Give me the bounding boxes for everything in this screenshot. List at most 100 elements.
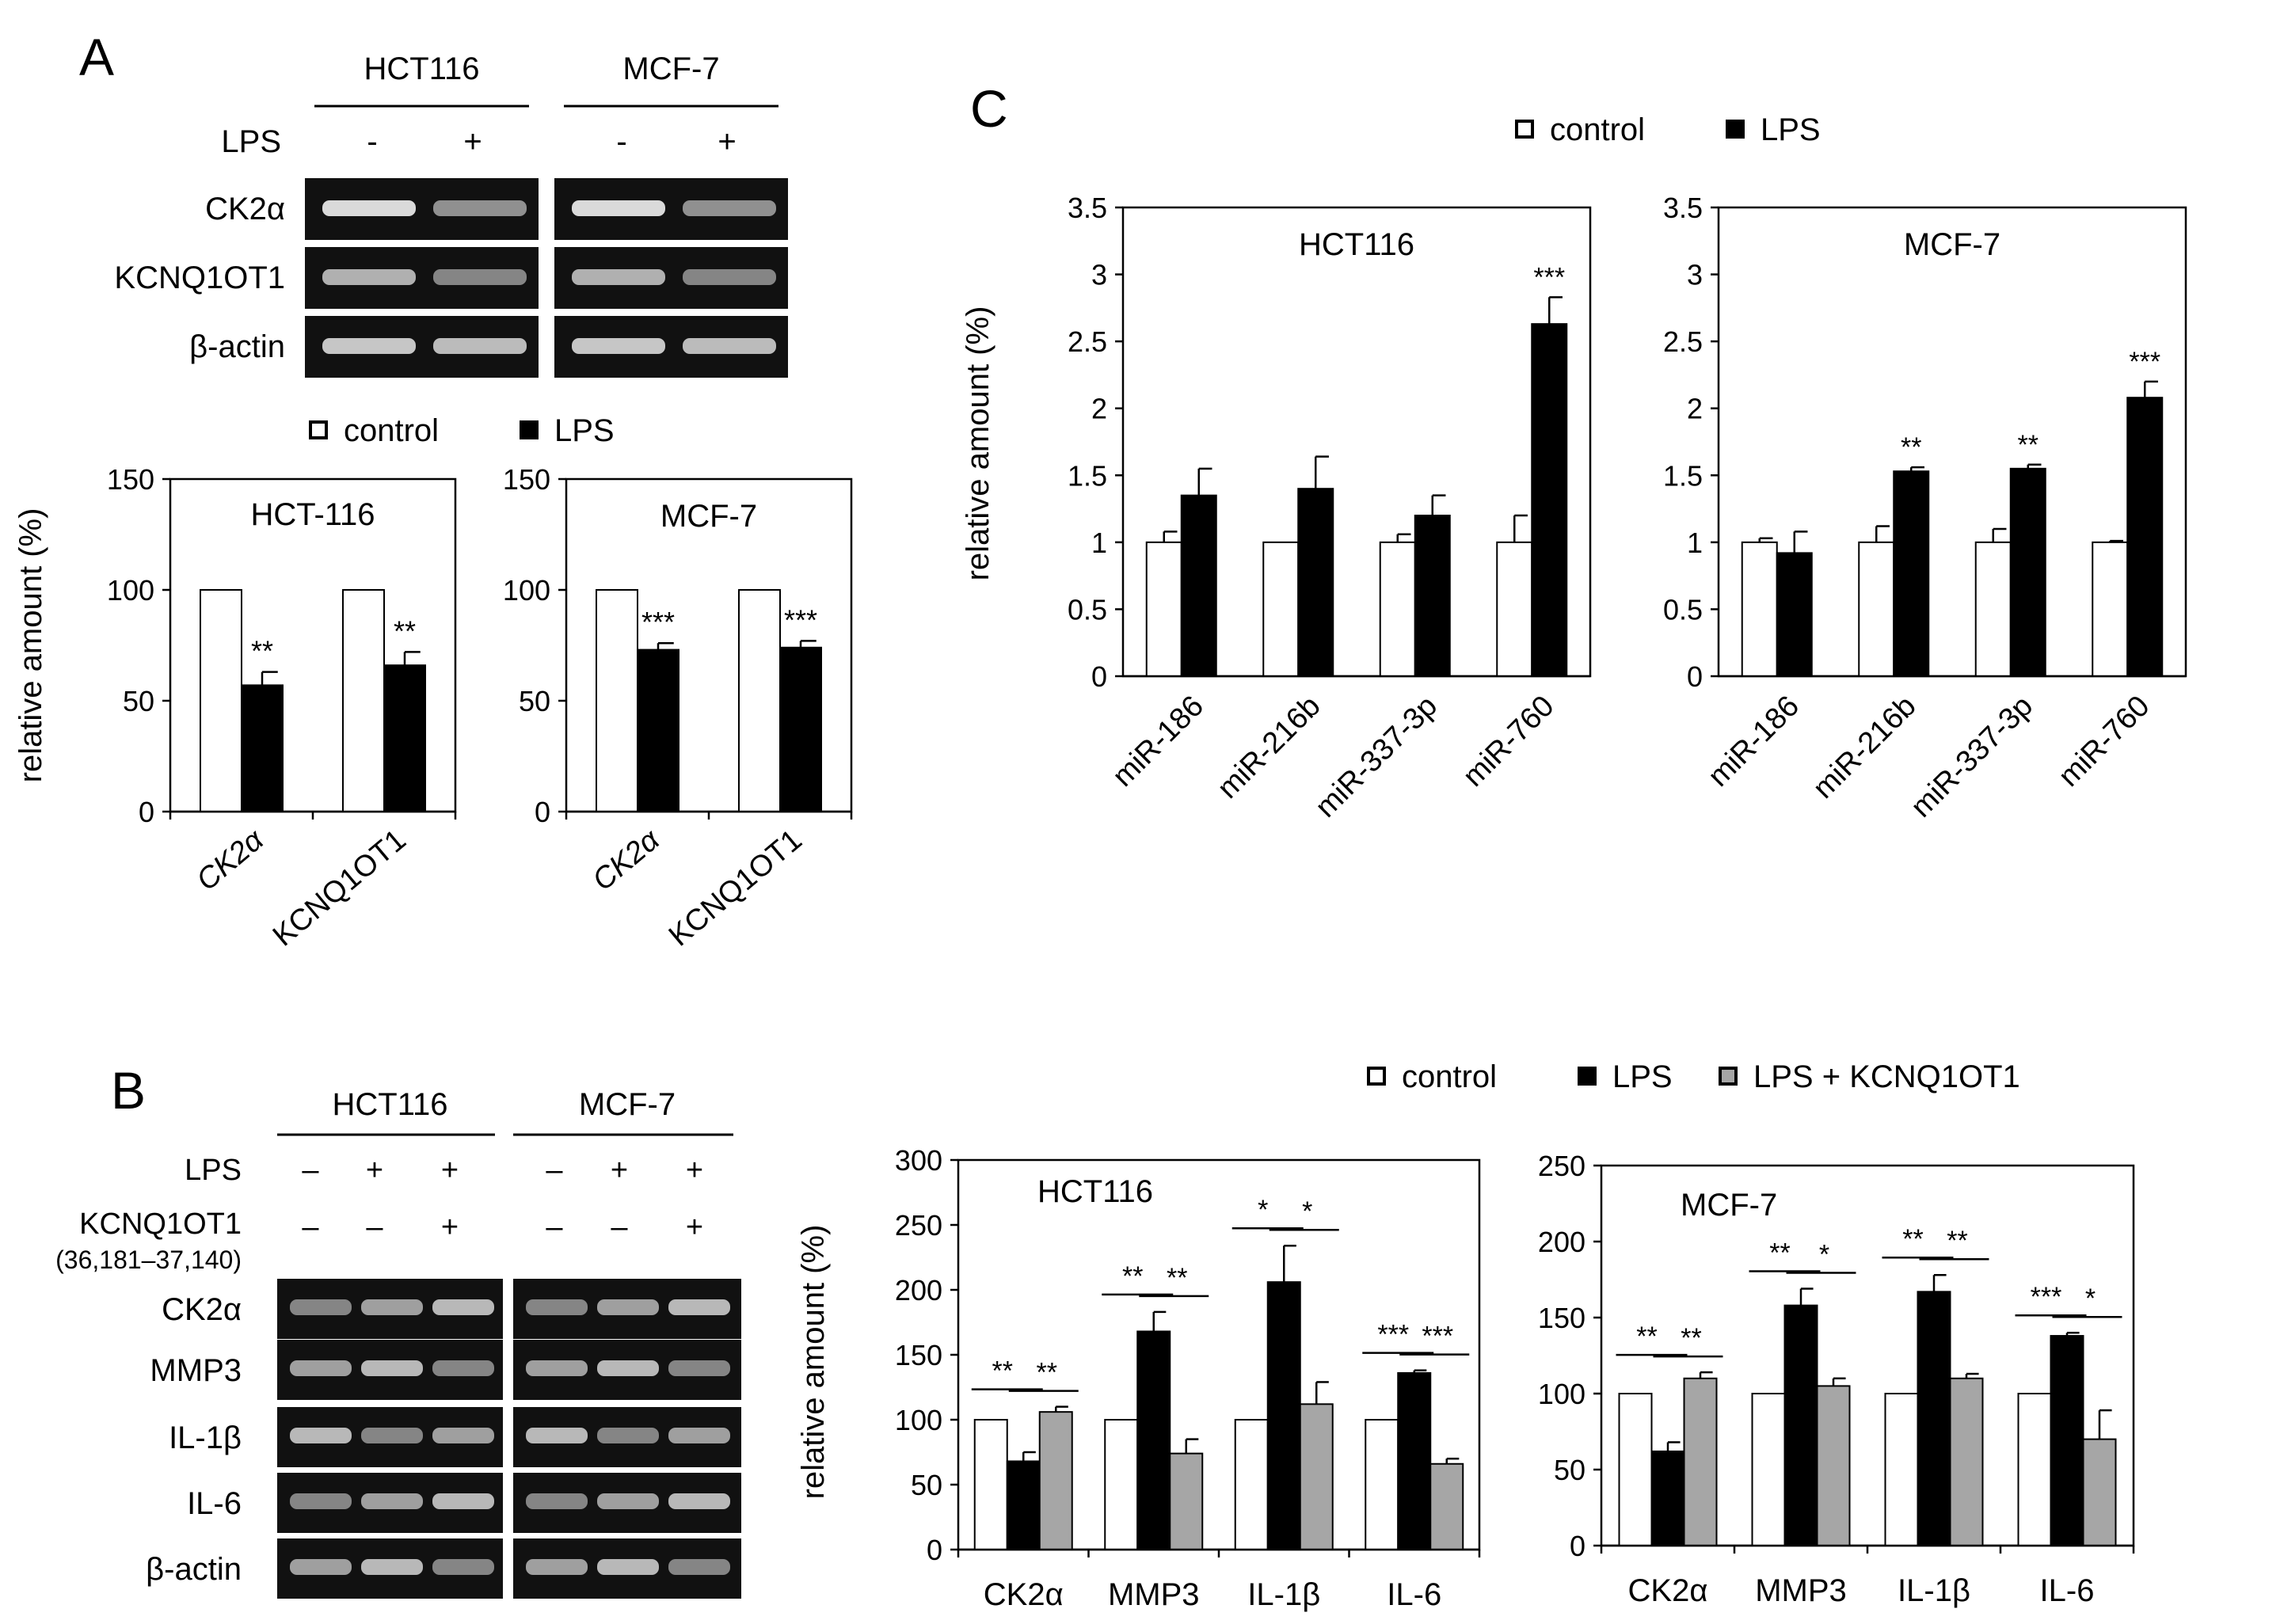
gel-a-band (683, 269, 776, 285)
gel-b-kcnq-mark-2: + (441, 1211, 459, 1244)
legend-a-swatch-0 (309, 420, 328, 439)
gel-b-band (432, 1559, 494, 1575)
panel-label-c: C (970, 79, 1008, 138)
chart-b-mcf7-bar (2017, 1393, 2052, 1546)
chart-c-hct116-title: HCT116 (1299, 227, 1414, 262)
chart-a-mcf7-sig-label: *** (784, 603, 817, 636)
gel-b-row-label-2: IL-1β (169, 1421, 242, 1455)
chart-b-mcf7-ytick-label: 200 (1538, 1226, 1585, 1258)
chart-c-hct116-category-label: miR-216b (1211, 690, 1327, 805)
gel-b-row-label-3: IL-6 (187, 1486, 242, 1521)
chart-a-hct116-bar (383, 664, 426, 813)
chart-c-hct116-bar (1496, 541, 1533, 677)
chart-b-hct116-bar (1266, 1281, 1301, 1551)
panel-label-a: A (79, 28, 114, 86)
chart-c-mcf7-ytick-label: 0.5 (1663, 593, 1703, 626)
chart-c-hct116-category-label: miR-760 (1456, 690, 1560, 793)
chart-b-hct116-bracket-left-label: * (1258, 1195, 1268, 1225)
chart-c-hct116-category-label: miR-186 (1106, 690, 1210, 793)
gel-a-band (433, 269, 527, 285)
chart-b-hct116-bar (1169, 1452, 1204, 1551)
chart-a-mcf7-bar (779, 646, 822, 812)
chart-b-hct116-ytick-label: 200 (895, 1274, 942, 1306)
gel-b-band (668, 1360, 730, 1376)
chart-b-mcf7-bracket-left-label: *** (2031, 1282, 2062, 1312)
panel-label-b: B (111, 1061, 146, 1120)
chart-b-mcf7-bracket-right-label: * (2085, 1284, 2096, 1314)
chart-b-hct116-bracket-right-label: *** (1422, 1322, 1453, 1352)
gel-a-band (683, 338, 776, 354)
gel-a-row-label-0: CK2α (205, 192, 285, 226)
gel-b-lps-mark-1: + (366, 1154, 383, 1187)
chart-b-hct116-title: HCT116 (1037, 1174, 1153, 1209)
gel-b-kcnq-mark-3: – (546, 1211, 563, 1244)
chart-b-mcf7-category-label: IL-6 (2040, 1573, 2095, 1608)
gel-b-band (668, 1299, 730, 1315)
chart-a-hct116-ytick-label: 50 (123, 685, 154, 717)
chart-b-hct116-bar (1038, 1411, 1073, 1551)
chart-b-hct116-ytick-label: 300 (895, 1144, 942, 1177)
chart-b-mcf7-bar (1618, 1393, 1653, 1546)
gel-a-band (572, 338, 665, 354)
gel-b-band (290, 1299, 352, 1315)
chart-c-hct116-bar (1262, 541, 1300, 677)
chart-b-mcf7-bar (1683, 1377, 1718, 1547)
gel-b-band (526, 1559, 588, 1575)
chart-b-hct116-bar (1397, 1371, 1432, 1550)
chart-c-mcf7-ytick-label: 2 (1687, 393, 1703, 425)
chart-c-mcf7-category-label: miR-216b (1806, 690, 1922, 805)
chart-a-hct116-sig-label: ** (251, 635, 273, 667)
chart-c-hct116-ytick-label: 3 (1091, 259, 1107, 291)
chart-b-hct116-bracket-left-label: ** (1122, 1261, 1143, 1291)
chart-b-hct116-ytick-label: 100 (895, 1404, 942, 1436)
gel-a-band (322, 338, 416, 354)
chart-c-hct116-ytick-label: 0.5 (1068, 593, 1107, 626)
legend-b-label-1: LPS (1612, 1059, 1673, 1094)
chart-b-hct116-bar (1429, 1462, 1464, 1551)
gel-b-band (597, 1360, 659, 1376)
chart-b-mcf7-bar (1917, 1291, 1951, 1546)
chart-b-mcf7-bar (1783, 1304, 1818, 1546)
chart-b-mcf7-bracket-right-label: ** (1947, 1226, 1967, 1256)
gel-b-lps-label: LPS (185, 1154, 242, 1187)
chart-b-mcf7-category-label: CK2α (1628, 1573, 1708, 1608)
chart-b-mcf7-category-label: MMP3 (1755, 1573, 1847, 1608)
gel-b-row-label-0: CK2α (162, 1292, 242, 1327)
legend-a-swatch-1 (520, 420, 539, 439)
gel-b-cellline-1: MCF-7 (579, 1087, 676, 1122)
gel-a-row-label-2: β-actin (189, 329, 285, 364)
gel-b-band (526, 1360, 588, 1376)
chart-c-hct116-bar (1414, 515, 1451, 677)
chart-c-mcf7-ytick-label: 1 (1687, 527, 1703, 559)
gel-b-lps-mark-0: – (302, 1154, 319, 1187)
gel-b-kcnq-sub: (36,181–37,140) (55, 1246, 242, 1274)
chart-c-mcf7-bar (2092, 541, 2129, 677)
chart-c-mcf7-ytick-label: 2.5 (1663, 325, 1703, 358)
gel-b-band (526, 1493, 588, 1509)
legend-c-swatch-0 (1515, 120, 1534, 139)
chart-c-hct116-sig-label: *** (1533, 262, 1565, 292)
chart-a-hct116-ytick-label: 150 (107, 463, 154, 496)
legend-b-label-0: control (1402, 1059, 1497, 1094)
gel-b-band (432, 1428, 494, 1443)
chart-b-hct116-category-label: CK2α (984, 1577, 1064, 1612)
legend-a-label-0: control (344, 413, 439, 448)
chart-a-mcf7-ytick-label: 0 (535, 796, 550, 828)
chart-c-mcf7-bar (1893, 470, 1930, 677)
legend-c-swatch-1 (1726, 120, 1745, 139)
gel-a-cellline-1: MCF-7 (622, 51, 719, 86)
chart-b-mcf7-bar (2050, 1335, 2084, 1547)
gel-b-band (290, 1493, 352, 1509)
chart-a-mcf7-category-label: CK2α (587, 823, 667, 897)
gel-b-kcnq-label: KCNQ1OT1 (79, 1208, 242, 1241)
chart-c-mcf7-ytick-label: 3.5 (1663, 192, 1703, 224)
chart-c-hct116-ytick-label: 1 (1091, 527, 1107, 559)
gel-b-cellline-0: HCT116 (333, 1087, 448, 1122)
chart-c-mcf7-ytick-label: 3 (1687, 259, 1703, 291)
chart-a-hct116-bar (241, 684, 284, 813)
chart-b-hct116-bracket-left-label: *** (1377, 1320, 1409, 1350)
chart-a-hct116-sig-label: ** (394, 614, 416, 647)
gel-b-lps-mark-4: + (611, 1154, 628, 1187)
gel-a-band (572, 200, 665, 216)
chart-a-mcf7-ytick-label: 50 (519, 685, 550, 717)
